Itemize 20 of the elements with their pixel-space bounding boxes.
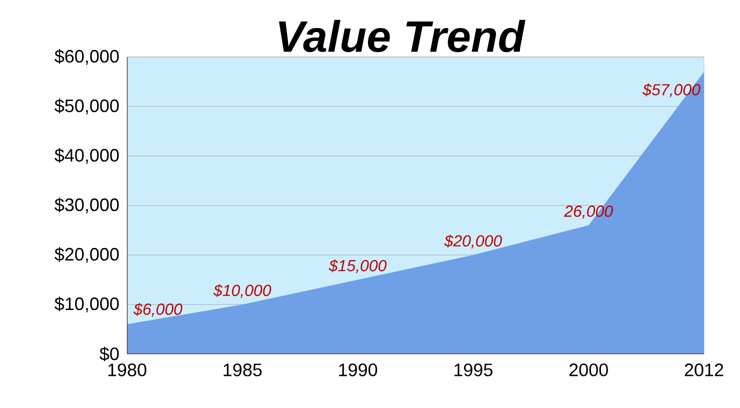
x-tick-label: 1990 <box>339 364 378 376</box>
data-label: $57,000 <box>642 83 700 98</box>
x-tick-label: 2012 <box>684 364 724 376</box>
data-label: $20,000 <box>444 234 502 248</box>
x-tick-label: 1985 <box>224 364 262 376</box>
data-label: $6,000 <box>133 302 182 317</box>
data-label: $15,000 <box>328 259 387 274</box>
x-tick-label: 1995 <box>454 364 492 376</box>
y-tick-label: $30,000 <box>54 198 119 214</box>
y-tick-label: $50,000 <box>54 98 119 114</box>
data-label: 26,000 <box>564 206 613 219</box>
y-tick-label: $40,000 <box>54 148 119 164</box>
y-tick-label: $0 <box>100 346 119 362</box>
y-tick-label: $20,000 <box>54 247 119 263</box>
x-tick-label: 1980 <box>108 364 146 376</box>
y-tick-label: $60,000 <box>54 49 119 65</box>
chart-title: Value Trend <box>278 20 526 52</box>
data-label: $10,000 <box>213 284 272 298</box>
x-tick-label: 2000 <box>569 364 608 376</box>
y-tick-label: $10,000 <box>54 296 119 312</box>
